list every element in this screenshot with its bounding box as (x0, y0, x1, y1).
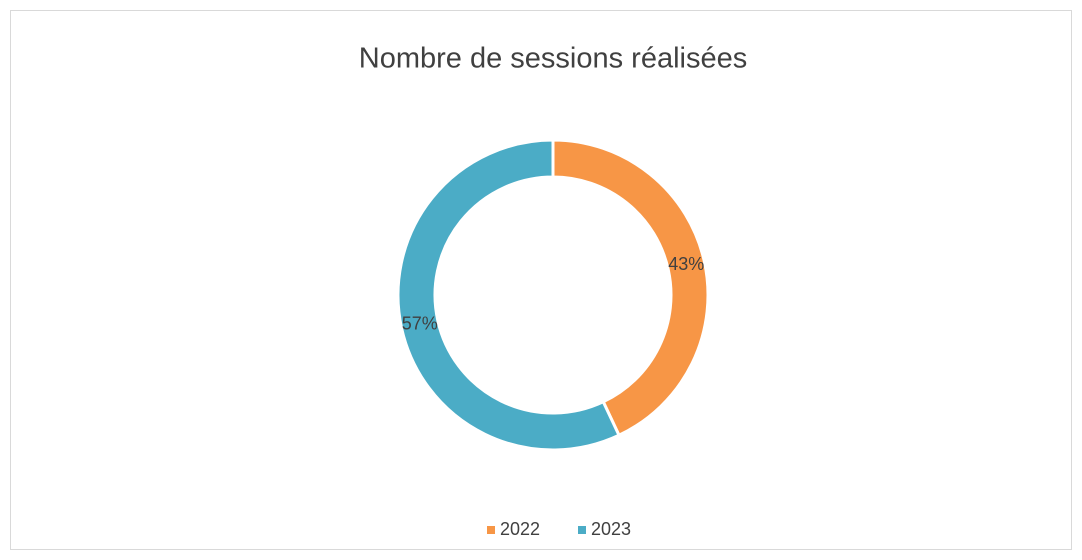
donut-segment (551, 138, 710, 438)
legend-label: 2022 (500, 519, 540, 539)
legend-label: 2023 (591, 519, 631, 539)
legend-swatch (487, 526, 495, 534)
data-label: 43% (668, 254, 704, 274)
legend-swatch (578, 526, 586, 534)
chart-frame (10, 10, 1072, 550)
data-label: 57% (402, 314, 438, 334)
chart-title: Nombre de sessions réalisées (359, 43, 747, 75)
donut-segment (396, 138, 621, 452)
